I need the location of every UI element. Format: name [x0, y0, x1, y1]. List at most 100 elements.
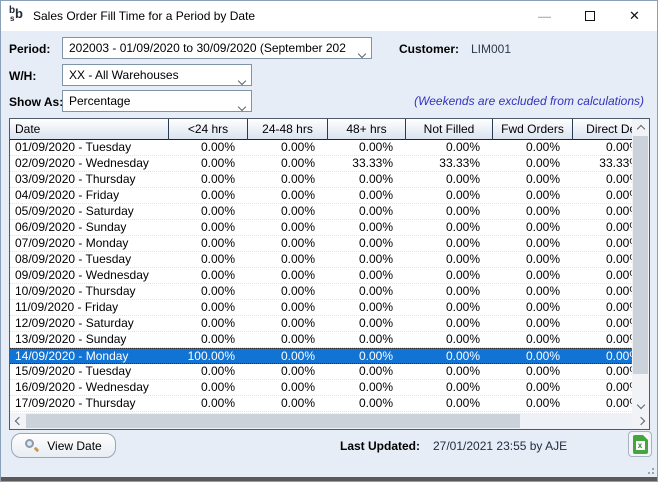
date-cell: 05/09/2020 - Saturday	[15, 204, 134, 218]
date-cell: 14/09/2020 - Monday	[15, 349, 129, 363]
value-cell: 0.00%	[200, 332, 235, 346]
scroll-up-icon[interactable]	[632, 119, 649, 136]
resize-grip[interactable]	[646, 466, 654, 474]
value-cell: 0.00%	[525, 349, 560, 363]
table-row[interactable]: 03/09/2020 - Thursday 0.00% 0.00% 0.00% 0.00…	[10, 172, 632, 188]
table-row[interactable]: 09/09/2020 - Wednesday 0.00% 0.00% 0.00% 0.0…	[10, 268, 632, 284]
table-row[interactable]: 07/09/2020 - Monday 0.00% 0.00% 0.00% 0.00% 0…	[10, 236, 632, 252]
value-cell: 0.00%	[200, 140, 235, 154]
scroll-left-icon[interactable]	[10, 413, 27, 429]
date-cell: 08/09/2020 - Tuesday	[15, 252, 132, 266]
column-header[interactable]: Date	[10, 119, 169, 140]
table-row[interactable]: 01/09/2020 - Tuesday 0.00% 0.00% 0.00% 0.00%…	[10, 140, 632, 156]
period-select[interactable]: 202003 - 01/09/2020 to 30/09/2020 (Septe…	[62, 37, 372, 59]
value-cell: 0.00%	[445, 220, 480, 234]
table-row[interactable]: 05/09/2020 - Saturday 0.00% 0.00% 0.00% 0.00…	[10, 204, 632, 220]
value-cell: 0.00%	[605, 284, 632, 298]
value-cell: 0.00%	[445, 236, 480, 250]
value-cell: 0.00%	[525, 396, 560, 410]
date-cell: 04/09/2020 - Friday	[15, 188, 120, 202]
value-cell: 0.00%	[525, 316, 560, 330]
table-row[interactable]: 15/09/2020 - Tuesday 0.00% 0.00% 0.00% 0.00%…	[10, 364, 632, 380]
show-as-select[interactable]: Percentage	[62, 90, 252, 112]
value-cell: 0.00%	[200, 380, 235, 394]
table-row[interactable]: 08/09/2020 - Tuesday 0.00% 0.00% 0.00% 0.00%…	[10, 252, 632, 268]
vertical-scrollbar[interactable]	[632, 119, 649, 413]
table-row[interactable]: 10/09/2020 - Thursday 0.00% 0.00% 0.00% 0.00…	[10, 284, 632, 300]
value-cell: 0.00%	[200, 316, 235, 330]
date-cell: 16/09/2020 - Wednesday	[15, 380, 149, 394]
value-cell: 0.00%	[605, 140, 632, 154]
table-row[interactable]: 11/09/2020 - Friday 0.00% 0.00% 0.00% 0.00% 0…	[10, 300, 632, 316]
value-cell: 0.00%	[525, 156, 560, 170]
column-header[interactable]: Not Filled	[406, 119, 493, 140]
value-cell: 0.00%	[280, 188, 315, 202]
date-cell: 07/09/2020 - Monday	[15, 236, 129, 250]
maximize-icon[interactable]	[567, 1, 612, 31]
column-header[interactable]: Fwd Orders	[493, 119, 573, 140]
value-cell: 0.00%	[525, 300, 560, 314]
value-cell: 0.00%	[280, 364, 315, 378]
value-cell: 33.33%	[439, 156, 480, 170]
value-cell: 0.00%	[445, 300, 480, 314]
value-cell: 0.00%	[200, 188, 235, 202]
weekends-note: (Weekends are excluded from calculations…	[414, 94, 644, 108]
horizontal-scrollbar-thumb[interactable]	[26, 414, 520, 428]
excel-export-icon: x	[632, 434, 648, 454]
column-header[interactable]: 24-48 hrs	[248, 119, 328, 140]
value-cell: 0.00%	[280, 172, 315, 186]
value-cell: 100.00%	[187, 349, 235, 363]
table-row[interactable]: 12/09/2020 - Saturday 0.00% 0.00% 0.00% 0.00…	[10, 316, 632, 332]
background-window-edge	[1, 477, 657, 481]
date-cell: 01/09/2020 - Tuesday	[15, 140, 132, 154]
value-cell: 0.00%	[445, 268, 480, 282]
value-cell: 0.00%	[605, 380, 632, 394]
value-cell: 0.00%	[358, 204, 393, 218]
table-row[interactable]: 04/09/2020 - Friday 0.00% 0.00% 0.00% 0.00% 0…	[10, 188, 632, 204]
value-cell: 0.00%	[605, 252, 632, 266]
value-cell: 0.00%	[280, 156, 315, 170]
value-cell: 0.00%	[358, 140, 393, 154]
close-icon[interactable]: ✕	[629, 8, 640, 23]
show-as-value: Percentage	[69, 94, 131, 108]
scroll-right-icon[interactable]	[632, 413, 649, 429]
table-row[interactable]: 02/09/2020 - Wednesday 0.00% 0.00% 33.33% 33…	[10, 156, 632, 172]
table-row[interactable]: 06/09/2020 - Sunday 0.00% 0.00% 0.00% 0.00% 0…	[10, 220, 632, 236]
minimize-icon[interactable]: —	[538, 8, 551, 24]
value-cell: 0.00%	[358, 252, 393, 266]
table-row[interactable]: 16/09/2020 - Wednesday 0.00% 0.00% 0.00% 0.0…	[10, 380, 632, 396]
warehouse-select[interactable]: XX - All Warehouses	[62, 64, 252, 86]
vertical-scrollbar-thumb[interactable]	[633, 136, 648, 374]
table-row-selected[interactable]: 14/09/2020 - Monday 100.00% 0.00% 0.00% 0.00…	[10, 348, 632, 364]
value-cell: 0.00%	[358, 172, 393, 186]
value-cell: 0.00%	[280, 316, 315, 330]
value-cell: 0.00%	[605, 188, 632, 202]
value-cell: 0.00%	[605, 349, 632, 363]
date-cell: 13/09/2020 - Sunday	[15, 332, 127, 346]
column-header[interactable]: 48+ hrs	[328, 119, 406, 140]
value-cell: 0.00%	[605, 332, 632, 346]
value-cell: 0.00%	[445, 252, 480, 266]
value-cell: 0.00%	[445, 380, 480, 394]
value-cell: 0.00%	[200, 396, 235, 410]
value-cell: 0.00%	[445, 284, 480, 298]
value-cell: 0.00%	[358, 188, 393, 202]
column-header[interactable]: Direct Del	[573, 119, 632, 140]
value-cell: 0.00%	[280, 332, 315, 346]
value-cell: 0.00%	[605, 396, 632, 410]
view-date-button[interactable]: View Date	[11, 433, 116, 458]
value-cell: 0.00%	[280, 284, 315, 298]
column-header[interactable]: <24 hrs	[169, 119, 248, 140]
table-row[interactable]: 13/09/2020 - Sunday 0.00% 0.00% 0.00% 0.00% 0…	[10, 332, 632, 348]
value-cell: 0.00%	[605, 268, 632, 282]
table-body: 01/09/2020 - Tuesday 0.00% 0.00% 0.00% 0.00%…	[10, 140, 632, 412]
period-value: 202003 - 01/09/2020 to 30/09/2020 (Septe…	[69, 41, 346, 55]
value-cell: 0.00%	[280, 349, 315, 363]
scroll-down-icon[interactable]	[632, 396, 649, 413]
table-row[interactable]: 17/09/2020 - Thursday 0.00% 0.00% 0.00% 0.00…	[10, 396, 632, 412]
date-cell: 03/09/2020 - Thursday	[15, 172, 136, 186]
horizontal-scrollbar[interactable]	[10, 413, 649, 429]
export-button[interactable]: x	[628, 431, 652, 457]
